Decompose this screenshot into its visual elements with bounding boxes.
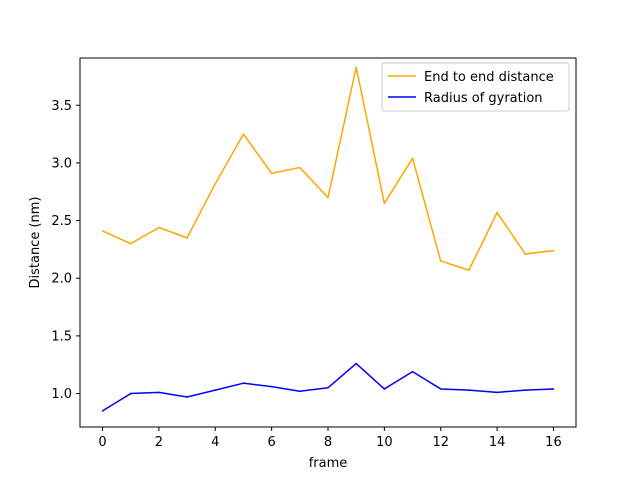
data-point bbox=[327, 386, 329, 389]
y-axis-label: Distance (nm) bbox=[28, 196, 43, 288]
x-axis: 0 2 4 6 8 10 12 14 16 bbox=[98, 427, 562, 450]
data-point bbox=[158, 226, 160, 229]
y-tick-label: 1.0 bbox=[51, 387, 72, 402]
data-point bbox=[242, 382, 245, 384]
data-point bbox=[439, 260, 442, 262]
data-point bbox=[186, 237, 188, 239]
x-tick-label: 14 bbox=[489, 435, 506, 450]
data-point bbox=[270, 385, 273, 388]
x-tick-label: 2 bbox=[155, 435, 163, 450]
data-point bbox=[214, 389, 217, 391]
y-tick-label: 1.5 bbox=[51, 329, 72, 344]
y-axis: 1.0 1.5 2.0 2.5 3.0 3.5 bbox=[51, 99, 80, 402]
y-tick-label: 2.0 bbox=[51, 272, 72, 287]
x-tick-label: 4 bbox=[211, 435, 219, 450]
legend: End to end distance Radius of gyration bbox=[381, 62, 570, 112]
data-point bbox=[355, 66, 357, 69]
data-point bbox=[101, 410, 104, 412]
data-point bbox=[383, 202, 386, 205]
data-point bbox=[524, 253, 527, 255]
x-tick-label: 0 bbox=[98, 435, 106, 450]
data-point bbox=[496, 211, 498, 214]
x-tick-label: 6 bbox=[267, 435, 275, 450]
data-point bbox=[299, 390, 301, 393]
data-point bbox=[101, 230, 104, 232]
data-point bbox=[158, 391, 160, 394]
data-point bbox=[411, 370, 414, 373]
legend-label-radius-of-gyration: Radius of gyration bbox=[424, 91, 543, 106]
data-point bbox=[411, 157, 414, 160]
data-point bbox=[129, 392, 132, 395]
series-layer bbox=[101, 66, 555, 412]
data-point bbox=[552, 249, 555, 252]
data-point bbox=[468, 269, 470, 271]
data-point bbox=[355, 362, 357, 365]
y-tick-label: 2.5 bbox=[51, 214, 72, 229]
legend-box bbox=[381, 62, 570, 112]
data-point bbox=[468, 389, 470, 391]
data-point bbox=[270, 172, 273, 175]
data-point bbox=[299, 166, 301, 169]
data-point bbox=[496, 391, 498, 394]
x-tick-label: 16 bbox=[545, 435, 562, 450]
x-tick-label: 8 bbox=[324, 435, 332, 450]
data-point bbox=[383, 388, 386, 390]
data-point bbox=[524, 389, 527, 391]
data-point bbox=[186, 396, 188, 398]
x-tick-label: 12 bbox=[432, 435, 449, 450]
data-point bbox=[242, 133, 245, 135]
legend-label-end-to-end: End to end distance bbox=[424, 70, 554, 85]
data-point bbox=[129, 242, 132, 245]
y-tick-label: 3.5 bbox=[51, 99, 72, 114]
data-point bbox=[552, 388, 555, 390]
y-tick-label: 3.0 bbox=[51, 156, 72, 171]
x-tick-label: 10 bbox=[376, 435, 393, 450]
x-axis-label: frame bbox=[309, 456, 348, 471]
data-point bbox=[327, 196, 329, 199]
data-point bbox=[439, 388, 442, 390]
data-point bbox=[214, 182, 217, 185]
